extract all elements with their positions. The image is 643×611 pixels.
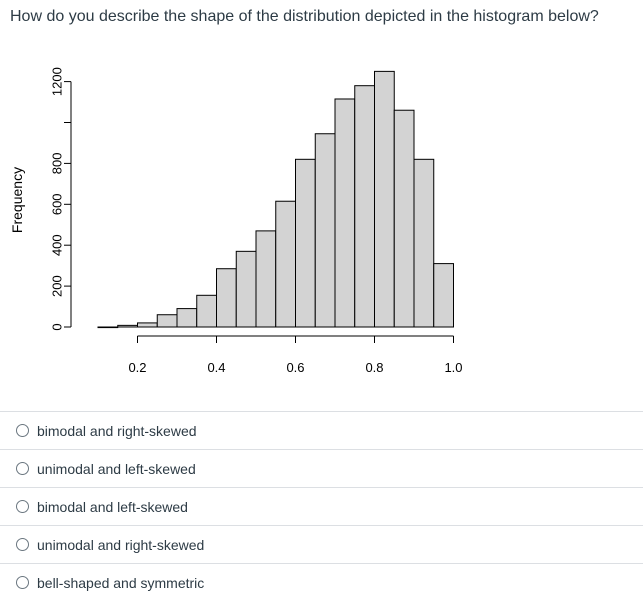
- histogram-bar: [393, 109, 415, 328]
- option-label: bimodal and right-skewed: [37, 422, 197, 439]
- y-tick-label: 0: [49, 323, 64, 330]
- histogram-bar: [334, 98, 356, 328]
- histogram-bars: [97, 70, 454, 329]
- x-tick-label: 0.2: [128, 360, 146, 375]
- histogram-bar: [117, 324, 138, 328]
- x-tick-label: 0.6: [286, 360, 304, 375]
- histogram-bar: [137, 322, 158, 328]
- radio-button[interactable]: [16, 538, 29, 551]
- x-tick-label: 0.8: [365, 360, 383, 375]
- option-label: unimodal and right-skewed: [37, 536, 205, 553]
- histogram-bar: [235, 250, 257, 328]
- x-tick-label: 0.4: [207, 360, 225, 375]
- question-text: How do you describe the shape of the dis…: [10, 8, 599, 25]
- histogram-bar: [314, 133, 336, 328]
- histogram-bar: [255, 230, 277, 328]
- option-row[interactable]: bimodal and right-skewed: [0, 411, 643, 449]
- histogram-bar: [275, 200, 296, 328]
- y-axis: 0 200 400 600 800 1200: [49, 67, 72, 331]
- option-label: unimodal and left-skewed: [37, 460, 196, 477]
- answer-options: bimodal and right-skewed unimodal and le…: [0, 411, 643, 601]
- histogram-bar: [216, 268, 237, 328]
- y-tick-label: 800: [49, 153, 64, 175]
- x-axis: 0.2 0.4 0.6 0.8 1.0: [128, 335, 463, 375]
- option-row[interactable]: bell-shaped and symmetric: [0, 563, 643, 601]
- option-label: bimodal and left-skewed: [37, 498, 188, 515]
- histogram-bar: [413, 158, 435, 328]
- y-axis-label: Frequency: [9, 167, 25, 233]
- histogram-bar: [196, 294, 217, 328]
- histogram-bar: [176, 308, 198, 328]
- histogram-bar: [295, 158, 316, 328]
- histogram-bar: [433, 263, 454, 328]
- radio-button[interactable]: [16, 424, 29, 437]
- option-label: bell-shaped and symmetric: [37, 574, 205, 591]
- y-tick-label: 400: [49, 234, 64, 256]
- x-tick-label: 1.0: [444, 360, 462, 375]
- histogram-chart: 0 200 400 600 800 1200 0.2 0.4 0.6 0.8 1.0 Freque…: [9, 67, 463, 375]
- y-tick-label: 200: [49, 275, 64, 297]
- histogram-bar: [156, 314, 178, 328]
- y-tick-label: 1200: [49, 67, 64, 96]
- radio-button[interactable]: [16, 576, 29, 589]
- option-row[interactable]: unimodal and right-skewed: [0, 525, 643, 563]
- radio-button[interactable]: [16, 462, 29, 475]
- histogram-bar: [374, 70, 395, 328]
- option-row[interactable]: unimodal and left-skewed: [0, 449, 643, 487]
- histogram-bar: [354, 85, 375, 328]
- option-row[interactable]: bimodal and left-skewed: [0, 487, 643, 525]
- histogram-bar: [97, 326, 119, 329]
- y-tick-label: 600: [49, 193, 64, 215]
- radio-button[interactable]: [16, 500, 29, 513]
